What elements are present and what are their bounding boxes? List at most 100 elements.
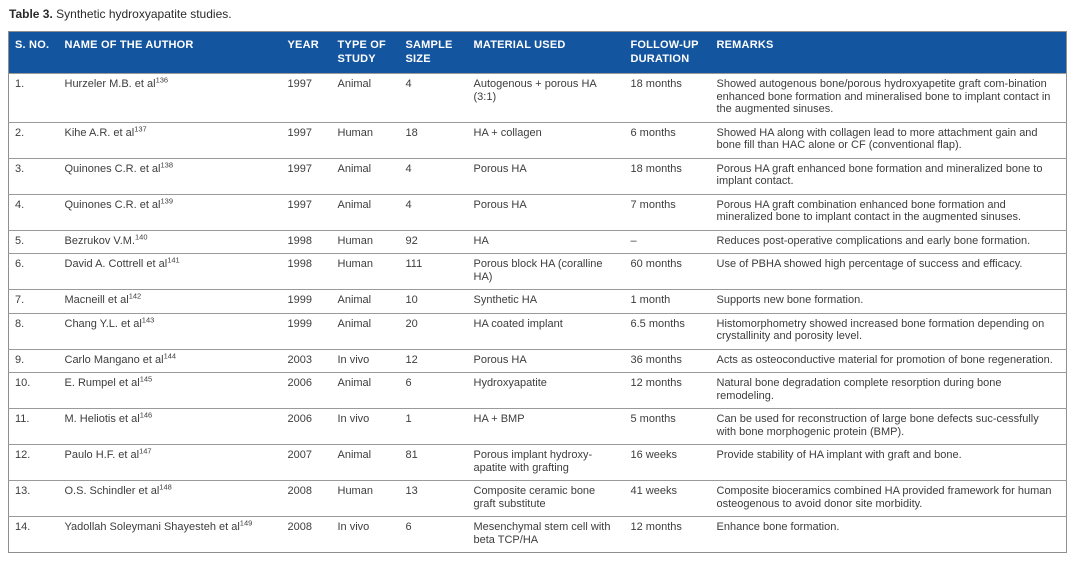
cell-material: Porous block HA (coralline HA): [467, 253, 625, 290]
cell-year: 2007: [281, 444, 332, 481]
cell-type: Human: [331, 121, 400, 158]
cell-sample: 111: [399, 253, 468, 290]
cell-type: In vivo: [331, 348, 400, 373]
cell-sno: 9.: [8, 348, 59, 373]
cell-type: Animal: [331, 157, 400, 194]
cell-year: 1998: [281, 229, 332, 254]
cell-sno: 8.: [8, 312, 59, 349]
table-caption-text: Synthetic hydroxyapatite studies.: [56, 7, 232, 21]
table-row: 2. Kihe A.R. et al137 1997 Human 18 HA +…: [8, 121, 1067, 158]
cell-type: In vivo: [331, 408, 400, 445]
header-row: S. NO. NAME OF THE AUTHOR YEAR TYPE OF S…: [8, 31, 1067, 74]
cell-remarks: Supports new bone formation.: [710, 289, 1067, 313]
cell-material: Hydroxyapatite: [467, 372, 625, 409]
column-header-duration: FOLLOW-UP DURATION: [624, 31, 711, 74]
table-row: 5. Bezrukov V.M.140 1998 Human 92 HA – R…: [8, 229, 1067, 254]
cell-type: Human: [331, 229, 400, 254]
studies-table: S. NO. NAME OF THE AUTHOR YEAR TYPE OF S…: [8, 31, 1067, 553]
column-header-year: YEAR: [281, 31, 332, 74]
cell-sample: 4: [399, 193, 468, 230]
cell-author: Carlo Mangano et al144: [58, 348, 282, 373]
table-row: 7. Macneill et al142 1999 Animal 10 Synt…: [8, 289, 1067, 313]
column-header-remarks: REMARKS: [710, 31, 1067, 74]
table-row: 4. Quinones C.R. et al139 1997 Animal 4 …: [8, 193, 1067, 230]
cell-author: Hurzeler M.B. et al136: [58, 73, 282, 122]
cell-sno: 11.: [8, 408, 59, 445]
cell-sample: 81: [399, 444, 468, 481]
table-row: 8. Chang Y.L. et al143 1999 Animal 20 HA…: [8, 312, 1067, 349]
cell-sample: 13: [399, 480, 468, 517]
cell-author: Macneill et al142: [58, 289, 282, 313]
cell-sno: 4.: [8, 193, 59, 230]
cell-type: Animal: [331, 193, 400, 230]
cell-sample: 12: [399, 348, 468, 373]
cell-author: Paulo H.F. et al147: [58, 444, 282, 481]
cell-year: 2006: [281, 408, 332, 445]
table-row: 11. M. Heliotis et al146 2006 In vivo 1 …: [8, 408, 1067, 445]
cell-type: Human: [331, 480, 400, 517]
cell-sample: 92: [399, 229, 468, 254]
cell-sno: 1.: [8, 73, 59, 122]
cell-material: HA + BMP: [467, 408, 625, 445]
cell-author: Quinones C.R. et al139: [58, 193, 282, 230]
cell-remarks: Provide stability of HA implant with gra…: [710, 444, 1067, 481]
cell-duration: 12 months: [624, 516, 711, 553]
cell-year: 1997: [281, 157, 332, 194]
table-caption-label: Table 3.: [9, 7, 53, 21]
cell-remarks: Histomorphometry showed increased bone f…: [710, 312, 1067, 349]
cell-year: 1999: [281, 312, 332, 349]
cell-sno: 12.: [8, 444, 59, 481]
cell-author: Bezrukov V.M.140: [58, 229, 282, 254]
cell-sample: 6: [399, 516, 468, 553]
cell-sample: 1: [399, 408, 468, 445]
cell-material: Mesenchymal stem cell with beta TCP/HA: [467, 516, 625, 553]
cell-duration: 18 months: [624, 73, 711, 122]
cell-type: Animal: [331, 444, 400, 481]
cell-year: 2008: [281, 516, 332, 553]
cell-author: Yadollah Soleymani Shayesteh et al149: [58, 516, 282, 553]
cell-year: 1997: [281, 121, 332, 158]
column-header-type: TYPE OF STUDY: [331, 31, 400, 74]
cell-material: Autogenous + porous HA (3:1): [467, 73, 625, 122]
cell-material: Synthetic HA: [467, 289, 625, 313]
cell-sno: 13.: [8, 480, 59, 517]
cell-material: Composite ceramic bone graft substitute: [467, 480, 625, 517]
cell-duration: –: [624, 229, 711, 254]
cell-remarks: Porous HA graft combination enhanced bon…: [710, 193, 1067, 230]
cell-duration: 7 months: [624, 193, 711, 230]
column-header-sample: SAMPLE SIZE: [399, 31, 468, 74]
cell-year: 1999: [281, 289, 332, 313]
cell-sno: 2.: [8, 121, 59, 158]
cell-material: Porous HA: [467, 193, 625, 230]
cell-type: Animal: [331, 312, 400, 349]
table-row: 9. Carlo Mangano et al144 2003 In vivo 1…: [8, 348, 1067, 373]
cell-material: HA: [467, 229, 625, 254]
cell-sno: 3.: [8, 157, 59, 194]
cell-remarks: Porous HA graft enhanced bone formation …: [710, 157, 1067, 194]
column-header-author: NAME OF THE AUTHOR: [58, 31, 282, 74]
cell-author: David A. Cottrell et al141: [58, 253, 282, 290]
cell-type: Human: [331, 253, 400, 290]
cell-sno: 10.: [8, 372, 59, 409]
cell-remarks: Use of PBHA showed high percentage of su…: [710, 253, 1067, 290]
cell-sample: 18: [399, 121, 468, 158]
table-body: 1. Hurzeler M.B. et al136 1997 Animal 4 …: [8, 73, 1067, 553]
cell-duration: 41 weeks: [624, 480, 711, 517]
table-row: 6. David A. Cottrell et al141 1998 Human…: [8, 253, 1067, 290]
cell-material: HA coated implant: [467, 312, 625, 349]
cell-author: Quinones C.R. et al138: [58, 157, 282, 194]
cell-remarks: Enhance bone formation.: [710, 516, 1067, 553]
cell-year: 1997: [281, 73, 332, 122]
cell-year: 1997: [281, 193, 332, 230]
cell-author: Chang Y.L. et al143: [58, 312, 282, 349]
table-row: 1. Hurzeler M.B. et al136 1997 Animal 4 …: [8, 73, 1067, 122]
cell-remarks: Composite bioceramics combined HA provid…: [710, 480, 1067, 517]
cell-remarks: Reduces post-operative complications and…: [710, 229, 1067, 254]
cell-sample: 6: [399, 372, 468, 409]
table-row: 10. E. Rumpel et al145 2006 Animal 6 Hyd…: [8, 372, 1067, 409]
column-header-material: MATERIAL USED: [467, 31, 625, 74]
cell-type: In vivo: [331, 516, 400, 553]
cell-type: Animal: [331, 73, 400, 122]
cell-type: Animal: [331, 372, 400, 409]
